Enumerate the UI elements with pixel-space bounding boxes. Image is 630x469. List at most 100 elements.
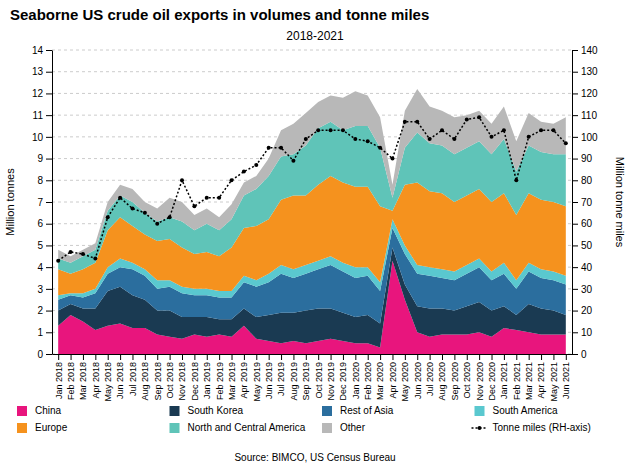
legend-item: Other bbox=[322, 422, 366, 433]
x-tick-label: Mar 2019 bbox=[227, 362, 237, 400]
y2-tick-label: 0 bbox=[581, 349, 587, 360]
x-tick: May 2020 bbox=[400, 354, 410, 402]
x-tick-label: Nov 2018 bbox=[177, 362, 187, 401]
y2-tick: 90 bbox=[572, 153, 593, 164]
x-tick: Dec 2019 bbox=[338, 354, 348, 401]
y-tick-mark bbox=[46, 224, 52, 225]
x-tick-label: Nov 2019 bbox=[326, 362, 336, 401]
x-tick-label: Apr 2019 bbox=[239, 362, 249, 399]
marker bbox=[415, 120, 419, 124]
marker bbox=[130, 207, 134, 211]
x-tick-mark bbox=[157, 354, 158, 360]
x-tick-label: Jun 2020 bbox=[413, 362, 423, 399]
y2-tick-label: 20 bbox=[581, 305, 593, 316]
x-tick-mark bbox=[71, 354, 72, 360]
y-tick-label: 9 bbox=[37, 153, 43, 164]
x-tick: May 2021 bbox=[549, 354, 559, 402]
y-tick: 8 bbox=[37, 175, 52, 186]
x-axis: Jan 2018Feb 2018Mar 2018Apr 2018May 2018… bbox=[53, 354, 573, 402]
y-tick-mark bbox=[46, 354, 52, 355]
x-tick: Jul 2018 bbox=[128, 354, 138, 396]
x-tick: Aug 2019 bbox=[289, 354, 299, 401]
x-tick: Nov 2019 bbox=[326, 354, 336, 401]
y2-tick-label: 40 bbox=[581, 262, 593, 273]
x-tick: Dec 2020 bbox=[487, 354, 497, 401]
x-tick-label: Oct 2020 bbox=[462, 362, 472, 399]
marker bbox=[93, 256, 97, 260]
legend-item: South America bbox=[475, 405, 558, 416]
y2-tick-label: 130 bbox=[581, 66, 598, 77]
y-tick-mark bbox=[46, 202, 52, 203]
x-tick-mark bbox=[269, 354, 270, 360]
marker bbox=[490, 135, 494, 139]
y-tick: 11 bbox=[33, 110, 52, 121]
y-tick-mark bbox=[46, 180, 52, 181]
x-tick-label: Sep 2020 bbox=[450, 362, 460, 401]
marker bbox=[81, 252, 85, 256]
y-tick: 2 bbox=[37, 305, 52, 316]
x-tick: Oct 2019 bbox=[314, 354, 324, 399]
x-tick-label: Oct 2018 bbox=[165, 362, 175, 399]
x-tick-label: Oct 2019 bbox=[314, 362, 324, 399]
x-tick: Nov 2018 bbox=[177, 354, 187, 401]
marker bbox=[279, 146, 283, 150]
marker bbox=[465, 117, 469, 121]
x-tick-mark bbox=[120, 354, 121, 360]
x-tick: Jun 2020 bbox=[413, 354, 423, 399]
marks bbox=[56, 89, 568, 354]
y-tick: 1 bbox=[37, 327, 52, 338]
x-tick-label: Jun 2021 bbox=[561, 362, 571, 399]
x-tick-mark bbox=[182, 354, 183, 360]
y2-tick: 120 bbox=[572, 88, 598, 99]
legend-item: China bbox=[17, 405, 62, 416]
x-tick-label: Feb 2020 bbox=[363, 362, 373, 400]
y2-tick-mark bbox=[572, 224, 578, 225]
y2-tick: 20 bbox=[572, 305, 593, 316]
y2-tick: 110 bbox=[572, 110, 597, 121]
y-tick: 14 bbox=[32, 45, 52, 56]
x-tick-label: Jul 2019 bbox=[276, 362, 286, 396]
x-tick: Feb 2018 bbox=[66, 354, 76, 400]
marker bbox=[329, 128, 333, 132]
x-tick-mark bbox=[232, 354, 233, 360]
marker bbox=[205, 196, 209, 200]
x-tick-label: May 2018 bbox=[103, 362, 113, 402]
y2-tick-mark bbox=[572, 72, 578, 73]
x-tick: Apr 2020 bbox=[388, 354, 398, 399]
y-tick-label: 12 bbox=[32, 88, 44, 99]
legend-swatch bbox=[170, 406, 180, 416]
area bbox=[58, 89, 566, 263]
y2-tick-label: 140 bbox=[581, 45, 598, 56]
marker bbox=[502, 128, 506, 132]
grid-line bbox=[52, 50, 572, 51]
x-tick: Feb 2019 bbox=[215, 354, 225, 400]
marker bbox=[477, 115, 481, 119]
x-tick-label: Apr 2018 bbox=[91, 362, 101, 399]
x-tick-mark bbox=[492, 354, 493, 360]
y2-tick-mark bbox=[572, 245, 578, 246]
y-axis-line bbox=[52, 51, 53, 355]
x-tick: Sep 2020 bbox=[450, 354, 460, 401]
y2-tick-mark bbox=[572, 180, 578, 181]
x-tick: Jan 2018 bbox=[54, 354, 64, 399]
x-tick-mark bbox=[467, 354, 468, 360]
x-tick-label: Feb 2019 bbox=[215, 362, 225, 400]
x-tick-mark bbox=[331, 354, 332, 360]
x-tick-label: May 2019 bbox=[252, 362, 262, 402]
x-axis-line bbox=[53, 354, 573, 355]
marker bbox=[106, 215, 110, 219]
y2-tick-mark bbox=[572, 311, 578, 312]
y-tick: 10 bbox=[32, 132, 52, 143]
y2-tick: 50 bbox=[572, 240, 593, 251]
y-tick-mark bbox=[46, 245, 52, 246]
x-tick-mark bbox=[194, 354, 195, 360]
y-tick-label: 1 bbox=[37, 327, 43, 338]
y2-tick-mark bbox=[572, 289, 578, 290]
marker bbox=[452, 137, 456, 141]
x-tick-mark bbox=[442, 354, 443, 360]
legend-label: South America bbox=[493, 405, 558, 416]
x-tick-label: Nov 2020 bbox=[475, 362, 485, 401]
x-tick-mark bbox=[504, 354, 505, 360]
x-tick-mark bbox=[417, 354, 418, 360]
marker bbox=[366, 139, 370, 143]
